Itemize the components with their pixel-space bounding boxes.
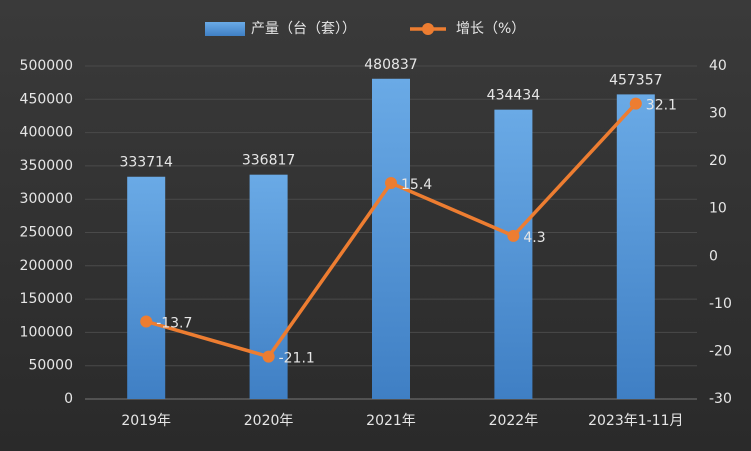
line-value-label: -13.7 (156, 315, 192, 331)
line-marker (262, 350, 275, 363)
y2-tick-label: 10 (709, 201, 727, 217)
bar-value-label: 434434 (487, 88, 541, 104)
bar (616, 94, 655, 399)
x-tick-label: 2021年 (366, 413, 416, 429)
line-value-label: -21.1 (279, 351, 315, 367)
legend-swatch (422, 23, 434, 35)
line-value-label: 4.3 (523, 230, 545, 246)
y2-tick-label: -20 (709, 343, 732, 359)
y-tick-label: 300000 (20, 191, 73, 207)
line-value-label: 32.1 (646, 98, 677, 114)
bar-value-label: 333714 (119, 155, 173, 171)
legend-label: 增长（%） (456, 21, 525, 37)
line-marker (507, 229, 520, 242)
bar (127, 176, 166, 399)
y2-tick-label: 20 (709, 153, 727, 169)
y-tick-label: 400000 (20, 125, 73, 141)
x-tick-label: 2023年1-11月 (588, 413, 683, 429)
y-tick-label: 200000 (20, 258, 73, 274)
legend-swatch (205, 22, 245, 36)
y2-tick-label: 30 (709, 106, 727, 122)
x-tick-label: 2019年 (121, 413, 171, 429)
y2-tick-label: 40 (709, 58, 727, 74)
y-tick-label: 500000 (20, 58, 73, 74)
y-tick-label: 350000 (20, 158, 73, 174)
y-tick-label: 150000 (20, 291, 73, 307)
y2-tick-label: 0 (709, 248, 718, 264)
y-tick-label: 50000 (28, 358, 73, 374)
y-tick-label: 450000 (20, 91, 73, 107)
y-tick-label: 250000 (20, 225, 73, 241)
line-marker (629, 97, 642, 110)
line-value-label: 15.4 (401, 177, 432, 193)
bar-value-label: 336817 (242, 153, 295, 169)
bar-value-label: 480837 (364, 57, 417, 73)
y-tick-label: 0 (64, 391, 73, 407)
x-tick-label: 2022年 (489, 413, 539, 429)
y-tick-label: 100000 (20, 324, 73, 340)
bar (372, 78, 410, 399)
bar (494, 109, 533, 399)
line-marker (385, 177, 397, 190)
y2-tick-label: -10 (709, 296, 732, 312)
bar-value-label: 457357 (609, 72, 662, 88)
line-marker (140, 315, 153, 328)
legend-label: 产量（台（套）） (251, 21, 356, 37)
y2-tick-label: -30 (709, 391, 732, 407)
x-tick-label: 2020年 (244, 413, 294, 429)
